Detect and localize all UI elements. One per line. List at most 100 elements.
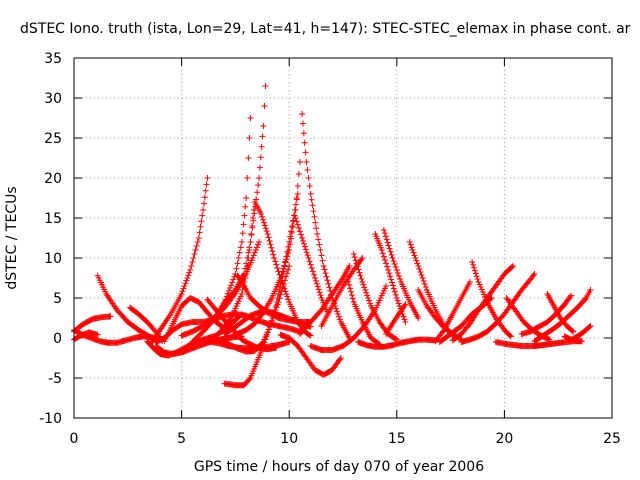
data-point [406,239,413,245]
data-point [316,289,323,296]
data-point [314,231,321,237]
data-point [264,231,271,237]
data-point [418,272,425,278]
data-point [397,276,404,282]
data-point [185,272,192,279]
data-point [337,355,344,361]
data-point [289,224,296,231]
data-point [197,223,204,230]
data-point [392,291,399,298]
data-point [257,154,264,161]
data-point [421,281,428,287]
data-point [380,253,387,260]
data-point [233,265,240,272]
data-point [261,222,268,229]
data-point [292,201,299,208]
data-point [305,255,312,261]
data-point [333,305,340,312]
data-point [227,285,234,291]
data-point [386,270,393,277]
data-point [506,332,513,339]
data-point [310,208,317,215]
data-point [383,283,390,289]
gridlines [74,58,612,418]
data-point [388,322,395,329]
data-series [277,331,344,378]
data-point [384,263,391,270]
data-point [582,296,589,303]
data-point [354,263,361,270]
data-point [246,244,253,251]
data-series [518,292,575,337]
data-point [280,281,287,287]
data-series [318,255,366,329]
y-tick-label: -5 [48,371,62,387]
data-point [241,271,248,277]
data-point [314,283,321,290]
y-tick-label: 35 [44,51,62,67]
data-point [236,249,243,256]
data-point [283,253,290,260]
data-point [353,260,360,267]
data-point [384,239,391,246]
data-point [391,288,398,295]
data-point [469,259,476,265]
data-point [299,235,306,241]
data-point [349,295,356,302]
data-point [201,194,208,201]
data-series [458,271,538,345]
data-point [312,219,319,226]
data-point [289,223,296,229]
data-point [182,280,189,287]
data-point [471,267,478,274]
data-point [260,219,267,226]
data-point [204,175,211,181]
data-point [359,255,366,261]
data-point [402,301,409,308]
data-point [361,284,368,291]
data-point [309,268,316,275]
data-point [238,291,245,297]
data-point [260,216,267,223]
data-point [299,111,306,117]
data-point [395,273,402,279]
data-point [411,252,418,259]
data-point [305,175,312,181]
data-point [385,242,392,249]
data-point [252,247,259,253]
data-point [187,267,194,273]
data-point [293,196,300,203]
data-point [308,196,315,203]
data-point [400,313,407,320]
plot-frame [73,57,613,419]
axis-ticks [73,57,613,419]
data-point [180,285,187,292]
x-tick-label: 15 [388,431,406,447]
data-point [270,251,277,258]
data-point [302,149,309,156]
data-point [416,266,423,272]
data-series [94,272,161,345]
data-point [191,251,198,257]
data-point [278,288,285,295]
data-point [388,276,395,283]
data-point [229,279,236,286]
data-point [346,263,353,269]
data-point [378,247,385,253]
data-point [587,323,594,329]
data-point [312,275,319,281]
data-point [266,323,273,329]
data-point [308,265,315,271]
data-point [291,207,298,213]
data-point [286,239,293,245]
data-point [414,260,421,267]
data-point [183,277,190,284]
data-point [241,212,248,219]
data-point [440,328,447,335]
data-point [412,255,419,261]
data-point [230,276,237,283]
data-point [285,250,292,257]
data-point [272,307,279,313]
data-point [244,255,251,261]
